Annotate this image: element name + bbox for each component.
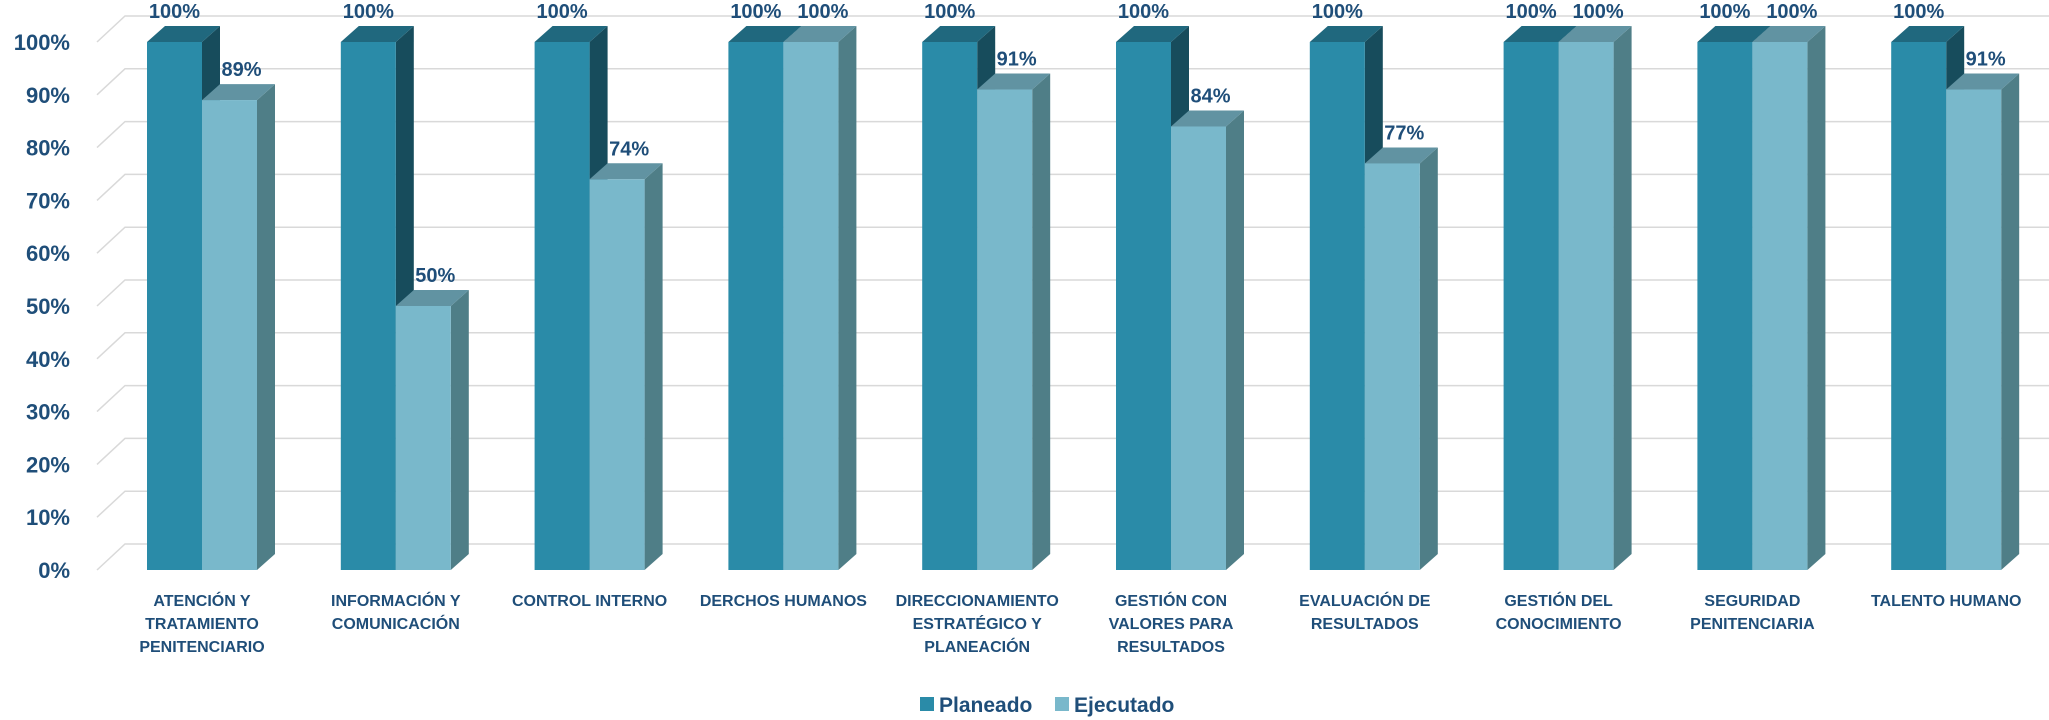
x-tick-label-3: DERCHOS HUMANOS — [700, 593, 867, 610]
legend-swatch-planeado — [920, 697, 934, 711]
data-label-ejecutado-5: 84% — [1190, 85, 1230, 107]
legend-swatch-ejecutado — [1055, 697, 1069, 711]
data-label-ejecutado-7: 100% — [1573, 1, 1624, 23]
legend: Planeado Ejecutado — [920, 694, 1174, 717]
y-tick-label: 100% — [14, 30, 70, 55]
bar-ejecutado-4 — [977, 73, 1051, 571]
data-label-planeado-1: 100% — [343, 1, 394, 23]
x-tick-label-1: INFORMACIÓN Y COMUNICACIÓN — [331, 591, 461, 633]
bar-ejecutado-5 — [1171, 110, 1244, 570]
data-label-planeado-2: 100% — [537, 1, 588, 23]
data-labels: 100% 89% 100% 50% 100% 74% 100% 100% 100% 91% 100%… — [149, 1, 2006, 287]
legend-label-planeado: Planeado — [939, 694, 1032, 717]
bar-ejecutado-3 — [783, 26, 857, 570]
x-tick-label-2: CONTROL INTERNO — [512, 593, 667, 610]
bar-ejecutado-6 — [1364, 147, 1438, 570]
data-label-planeado-5: 100% — [1118, 1, 1169, 23]
data-label-ejecutado-0: 89% — [221, 59, 261, 81]
data-label-planeado-0: 100% — [149, 1, 200, 23]
x-tick-label-8: SEGURIDAD PENITENCIARIA — [1690, 593, 1815, 633]
data-label-planeado-4: 100% — [924, 1, 975, 23]
data-label-planeado-8: 100% — [1699, 1, 1750, 23]
y-tick-label: 30% — [26, 400, 70, 425]
data-label-ejecutado-2: 74% — [609, 138, 649, 160]
legend-label-ejecutado: Ejecutado — [1074, 694, 1174, 717]
y-tick-label: 0% — [38, 558, 70, 583]
gridline — [96, 15, 2049, 43]
data-label-planeado-7: 100% — [1506, 1, 1557, 23]
bar-planeado-8 — [1697, 26, 1771, 570]
data-label-ejecutado-3: 100% — [797, 1, 848, 23]
x-tick-label-9: TALENTO HUMANO — [1871, 593, 2022, 610]
data-label-planeado-9: 100% — [1893, 1, 1944, 23]
y-tick-label: 80% — [26, 136, 70, 161]
data-label-planeado-3: 100% — [730, 1, 781, 23]
y-tick-label: 40% — [26, 347, 70, 372]
x-tick-label-4: DIRECCIONAMIENTO ESTRATÉGICO Y PLANEACIÓN — [896, 593, 1059, 656]
bar-ejecutado-8 — [1752, 26, 1826, 570]
bars — [147, 26, 2020, 571]
data-label-ejecutado-4: 91% — [997, 49, 1037, 71]
x-tick-label-7: GESTIÓN DEL CONOCIMIENTO — [1496, 591, 1622, 633]
y-axis-ticks: 0% 10% 20% 30% 40% 50% 60% 70% 80% 90% 100% — [14, 30, 70, 583]
gridline — [96, 68, 2049, 96]
data-label-planeado-6: 100% — [1312, 1, 1363, 23]
gridline — [96, 120, 2049, 149]
y-tick-label: 90% — [26, 83, 70, 108]
y-tick-label: 70% — [26, 188, 70, 213]
bar-ejecutado-1 — [395, 290, 469, 570]
bar-ejecutado-7 — [1558, 26, 1632, 570]
y-tick-label: 10% — [26, 505, 70, 530]
x-tick-label-5: GESTIÓN CON VALORES PARA RESULTADOS — [1109, 591, 1234, 656]
bar-ejecutado-0 — [202, 84, 275, 570]
data-label-ejecutado-6: 77% — [1384, 122, 1424, 144]
data-label-ejecutado-1: 50% — [415, 265, 455, 287]
x-tick-label-0: ATENCIÓN Y TRATAMIENTO PENITENCIARIO — [139, 591, 264, 656]
bar-ejecutado-9 — [1946, 73, 2020, 571]
y-tick-label: 60% — [26, 241, 70, 266]
data-label-ejecutado-8: 100% — [1766, 1, 1817, 23]
y-tick-label: 50% — [26, 294, 70, 319]
bar-ejecutado-2 — [589, 163, 663, 570]
y-tick-label: 20% — [26, 452, 70, 477]
gridlines — [96, 15, 2049, 571]
x-tick-label-6: EVALUACIÓN DE RESULTADOS — [1299, 591, 1431, 633]
x-axis-labels: ATENCIÓN Y TRATAMIENTO PENITENCIARIO INFORM… — [139, 591, 2021, 656]
data-label-ejecutado-9: 91% — [1966, 49, 2006, 71]
